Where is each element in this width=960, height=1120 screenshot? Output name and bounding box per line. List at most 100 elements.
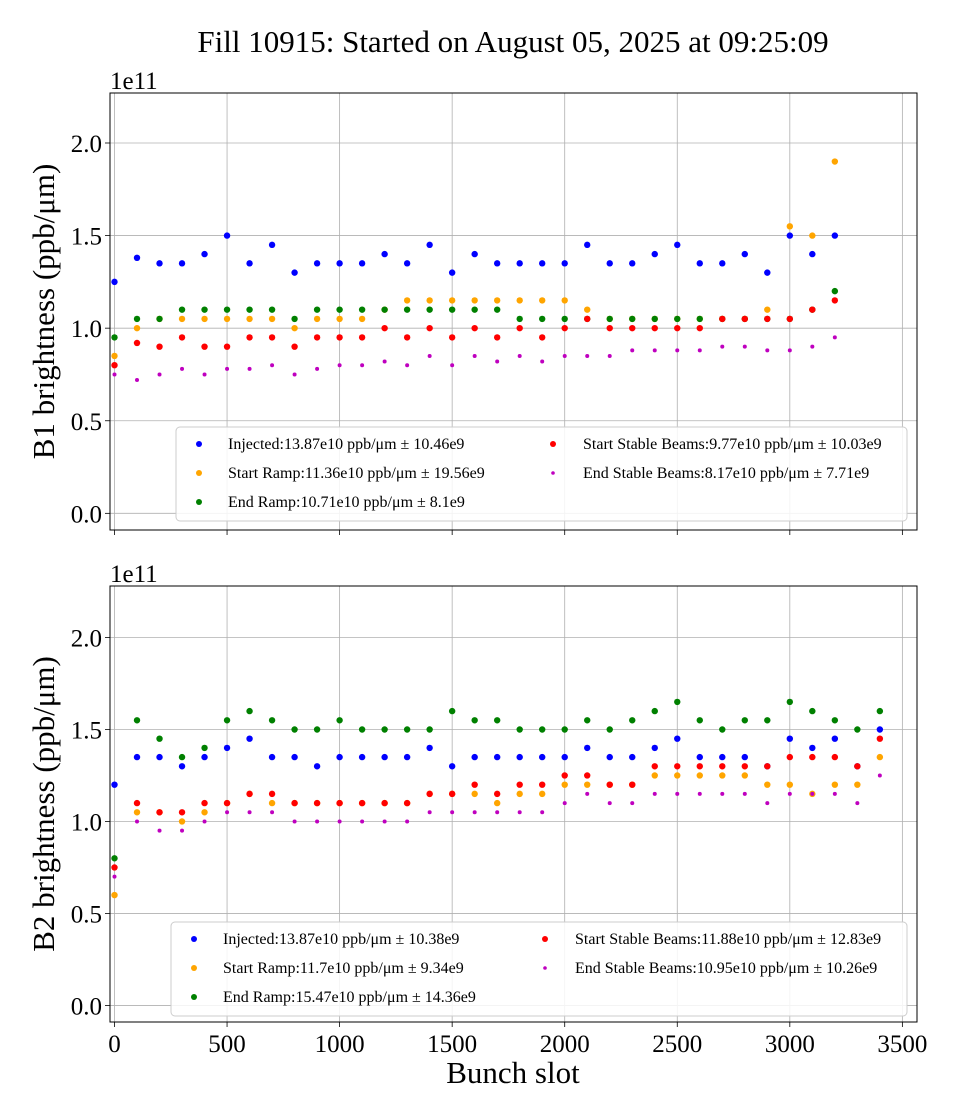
data-point-end-ramp — [358, 306, 366, 313]
data-point-end-stable-beams — [720, 344, 725, 349]
offset-label: 1e11 — [110, 561, 158, 588]
data-point-start-ramp — [561, 781, 568, 788]
data-point-start-stable-beams — [381, 324, 388, 332]
data-point-injected — [426, 241, 433, 249]
panel-1: 0.0 0.5 1.0 1.5 2.0 1e11 B1 brightness (ppb/μm… — [26, 68, 918, 535]
data-point-injected — [403, 260, 411, 267]
data-point-end-stable-beams — [405, 363, 410, 368]
data-point-injected — [516, 260, 523, 267]
x-tick-label: 0 — [108, 1031, 121, 1058]
data-point-end-stable-beams — [247, 366, 252, 371]
data-point-start-stable-beams — [876, 735, 884, 742]
data-point-injected — [876, 726, 884, 733]
data-point-start-ramp — [336, 315, 343, 323]
data-point-end-ramp — [111, 334, 118, 341]
data-point-injected — [111, 278, 118, 286]
data-point-end-ramp — [313, 726, 321, 733]
data-point-injected — [268, 753, 276, 761]
data-point-start-stable-beams — [471, 324, 478, 332]
data-point-end-stable-beams — [270, 363, 275, 368]
y-tick-label: 2.0 — [71, 131, 102, 158]
data-point-end-ramp — [156, 735, 163, 742]
data-point-start-ramp — [471, 297, 478, 304]
data-point-start-ramp — [133, 324, 141, 332]
legend-marker — [543, 966, 547, 970]
data-point-end-stable-beams — [495, 810, 500, 815]
data-point-start-stable-beams — [291, 343, 298, 350]
data-point-end-ramp — [246, 707, 253, 715]
data-point-start-stable-beams — [764, 763, 771, 770]
data-point-end-stable-beams — [562, 353, 567, 358]
legend-marker — [191, 994, 197, 1000]
legend-marker — [551, 471, 555, 475]
data-point-end-ramp — [493, 717, 501, 724]
data-point-injected — [809, 250, 816, 258]
data-point-end-stable-beams — [607, 353, 612, 358]
data-point-end-ramp — [493, 306, 501, 313]
data-point-end-ramp — [426, 306, 433, 313]
data-point-injected — [493, 260, 501, 267]
data-point-end-stable-beams — [652, 791, 657, 796]
data-point-end-ramp — [539, 726, 546, 733]
panel-2: 0 500 1000 1500 2000 2500 3000 3500 0.0 0.5 1.0 1.5… — [26, 561, 927, 1058]
data-point-injected — [786, 232, 794, 239]
data-point-end-ramp — [584, 717, 591, 724]
data-point-end-stable-beams — [247, 810, 252, 815]
data-point-start-stable-beams — [111, 864, 118, 871]
data-point-injected — [426, 744, 433, 752]
data-point-end-ramp — [539, 315, 546, 323]
data-point-start-stable-beams — [426, 790, 433, 798]
data-point-end-stable-beams — [652, 348, 657, 353]
data-point-end-stable-beams — [697, 348, 702, 353]
data-point-end-ramp — [876, 707, 884, 715]
data-point-end-ramp — [764, 717, 771, 724]
data-point-start-ramp — [561, 297, 568, 304]
data-point-start-stable-beams — [223, 799, 231, 807]
data-point-start-stable-beams — [584, 772, 591, 779]
data-point-start-ramp — [584, 781, 591, 788]
data-point-injected — [403, 753, 411, 761]
data-point-start-ramp — [831, 158, 839, 165]
data-point-end-stable-beams — [787, 348, 792, 353]
data-point-end-ramp — [809, 707, 816, 715]
data-point-end-ramp — [471, 717, 478, 724]
data-point-end-ramp — [178, 753, 186, 761]
data-point-injected — [448, 269, 456, 276]
data-point-injected — [539, 260, 546, 267]
data-point-start-ramp — [876, 753, 884, 761]
data-point-end-stable-beams — [450, 810, 455, 815]
data-point-end-ramp — [741, 717, 748, 724]
y-axis-label: B1 brightness (ppb/μm) — [26, 164, 61, 460]
data-point-end-ramp — [178, 306, 186, 313]
data-point-start-stable-beams — [178, 334, 186, 341]
data-point-start-stable-beams — [741, 315, 748, 323]
data-point-end-ramp — [606, 315, 613, 323]
data-point-end-ramp — [719, 726, 726, 733]
data-point-start-stable-beams — [539, 781, 546, 788]
x-tick-label: 2000 — [540, 1031, 590, 1058]
data-point-start-stable-beams — [561, 324, 568, 332]
data-point-start-ramp — [539, 790, 546, 798]
data-point-end-stable-beams — [202, 819, 207, 824]
data-point-end-stable-beams — [630, 801, 635, 806]
data-point-start-stable-beams — [381, 799, 388, 807]
data-point-end-stable-beams — [832, 335, 837, 340]
legend-entry: Start Stable Beams:11.88e10 ppb/μm ± 12.… — [575, 931, 881, 948]
y-tick-label: 2.0 — [71, 626, 102, 653]
data-point-start-stable-beams — [651, 763, 658, 770]
data-point-end-stable-beams — [855, 801, 860, 806]
data-point-end-ramp — [403, 726, 411, 733]
data-point-injected — [268, 241, 276, 249]
data-point-injected — [381, 753, 388, 761]
data-point-end-stable-beams — [742, 344, 747, 349]
data-point-start-stable-beams — [133, 339, 141, 347]
data-point-injected — [178, 260, 186, 267]
data-point-injected — [111, 781, 118, 788]
data-point-start-stable-beams — [358, 799, 366, 807]
data-point-end-stable-beams — [832, 791, 837, 796]
data-point-end-ramp — [629, 315, 636, 323]
data-point-end-stable-beams — [765, 801, 770, 806]
data-point-start-ramp — [358, 315, 366, 323]
y-tick-label: 0.5 — [71, 409, 102, 436]
data-point-end-stable-beams — [427, 353, 432, 358]
